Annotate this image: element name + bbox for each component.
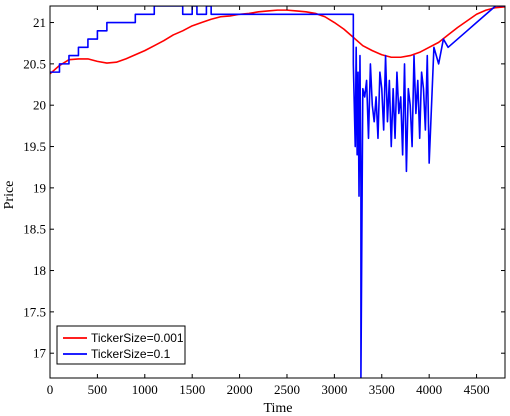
x-tick-label: 4500: [464, 382, 490, 397]
x-tick-label: 2500: [274, 382, 300, 397]
y-tick-label: 17.5: [23, 304, 46, 319]
y-tick-label: 20.5: [23, 56, 46, 71]
y-tick-label: 18: [33, 263, 46, 278]
y-tick-label: 19: [33, 180, 46, 195]
legend-label: TickerSize=0.001: [91, 331, 184, 345]
y-tick-label: 20: [33, 98, 46, 113]
series-layer: [50, 6, 505, 378]
x-tick-label: 0: [47, 382, 54, 397]
legend-box: [56, 325, 186, 365]
x-tick-label: 500: [88, 382, 108, 397]
legend-label: TickerSize=0.1: [91, 347, 171, 361]
plot-frame: [49, 5, 506, 379]
x-axis-title: Time: [263, 401, 292, 416]
series-line-1: [50, 6, 505, 75]
plot-area: [50, 6, 505, 378]
x-tick-label: 2000: [227, 382, 253, 397]
legend: TickerSize=0.001 TickerSize=0.1: [56, 325, 186, 365]
x-axis: 0 500 1000 1500 2000 2500 3000 3500 4000 4500: [47, 6, 490, 397]
x-tick-label: 3500: [369, 382, 395, 397]
y-tick-label: 17: [33, 346, 47, 361]
x-tick-label: 3000: [321, 382, 347, 397]
y-tick-label: 18.5: [23, 222, 46, 237]
x-tick-label: 1500: [179, 382, 205, 397]
x-tick-label: 1000: [132, 382, 158, 397]
y-axis-title: Price: [2, 181, 17, 210]
y-tick-label: 21: [33, 15, 46, 30]
x-tick-label: 4000: [416, 382, 442, 397]
y-axis: 17 17.5 18 18.5 19 19.5 20 20.5 21: [23, 15, 505, 361]
y-tick-label: 19.5: [23, 139, 46, 154]
series-line-2: [50, 6, 505, 378]
